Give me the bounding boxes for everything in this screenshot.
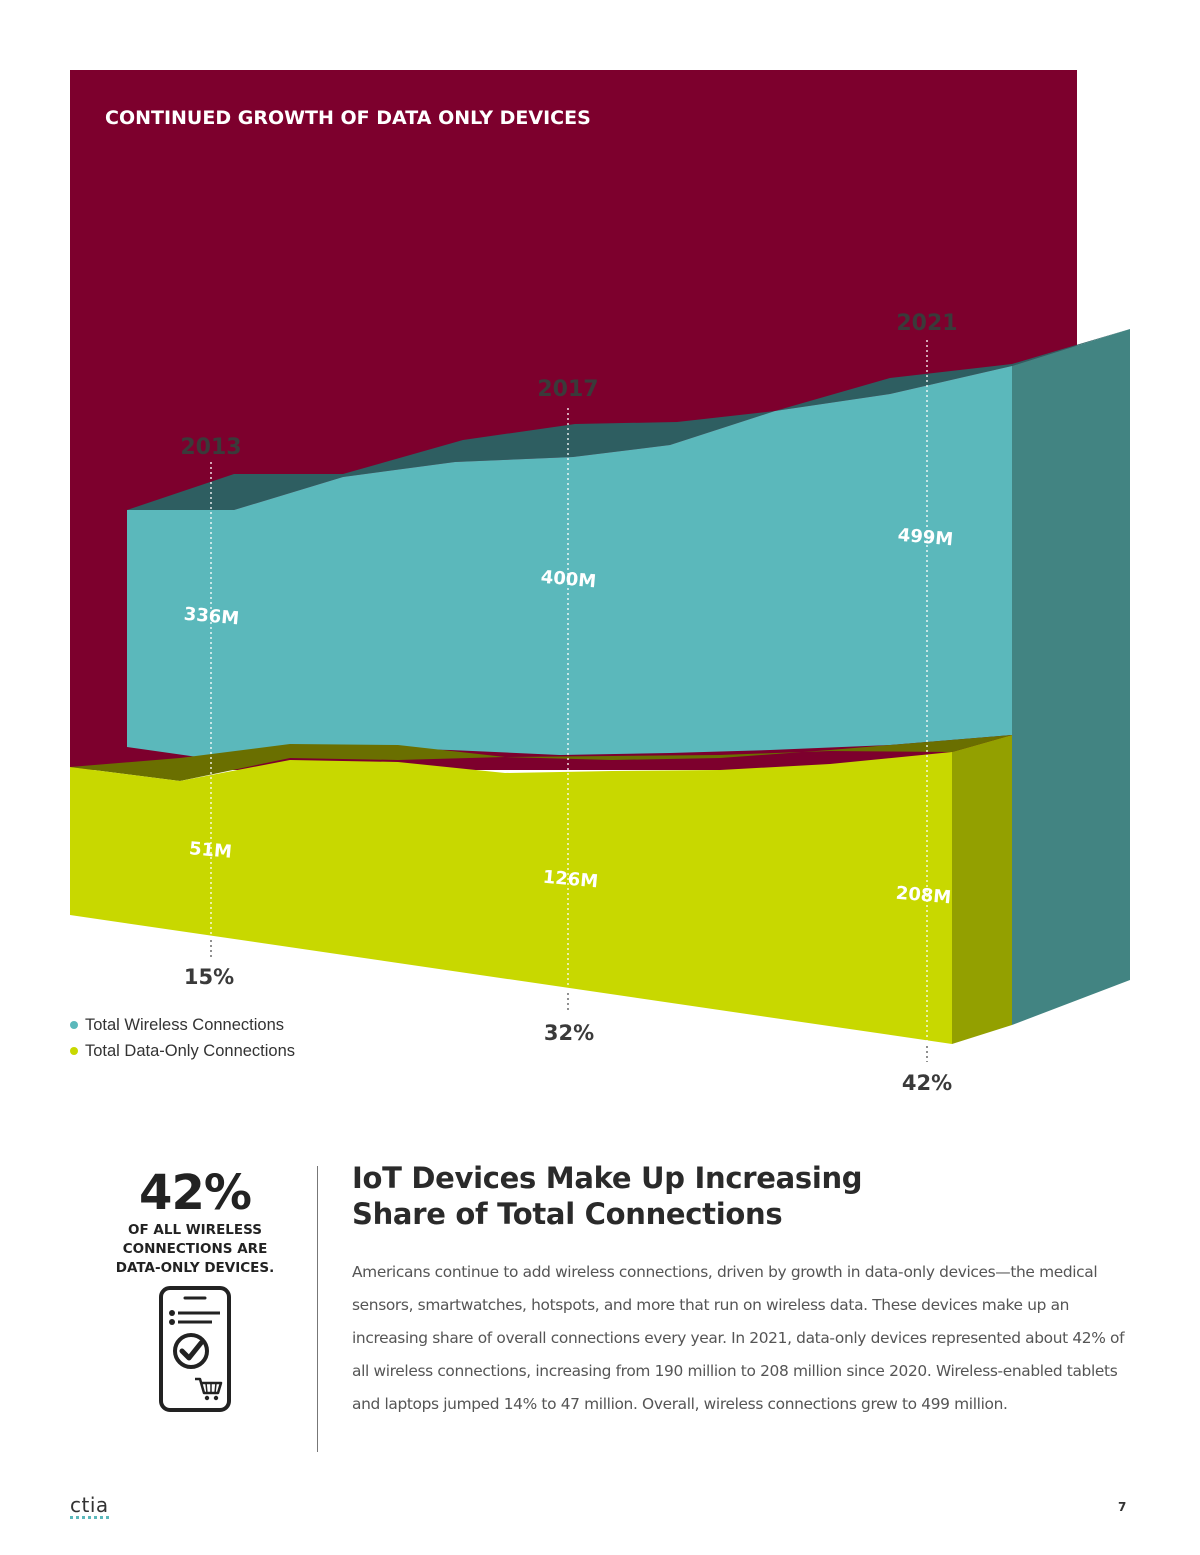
share-label-2017: 32% <box>544 1021 594 1045</box>
data-only-value-2013: 51M <box>188 838 233 863</box>
stat-callout: 42% OF ALL WIRELESS CONNECTIONS ARE DATA… <box>95 1165 295 1278</box>
wireless-side-face <box>1012 329 1130 1025</box>
stat-caption: OF ALL WIRELESS CONNECTIONS ARE DATA-ONL… <box>95 1221 295 1278</box>
phone-checkmark-cart-icon <box>159 1286 231 1412</box>
article-body: Americans continue to add wireless conne… <box>352 1263 1125 1413</box>
chart-title: CONTINUED GROWTH OF DATA ONLY DEVICES <box>105 107 591 129</box>
page-number: 7 <box>1118 1500 1127 1514</box>
legend-dot-wireless <box>70 1021 78 1029</box>
stat-caption-line: DATA-ONLY DEVICES. <box>115 1260 275 1276</box>
data-only-top-face <box>70 735 1012 781</box>
wireless-front-face <box>127 366 1012 763</box>
logo-dots <box>70 1516 112 1519</box>
year-label-2013: 2013 <box>180 435 241 460</box>
legend-item-data-only: Total Data-Only Connections <box>70 1038 295 1064</box>
stat-caption-line: CONNECTIONS ARE <box>122 1241 268 1257</box>
year-label-2017: 2017 <box>537 377 598 402</box>
legend-dot-data-only <box>70 1047 78 1055</box>
legend-item-wireless: Total Wireless Connections <box>70 1012 295 1038</box>
stat-caption-line: OF ALL WIRELESS <box>128 1222 262 1238</box>
wireless-value-2021: 499M <box>897 525 954 551</box>
data-only-front-face <box>70 752 952 1044</box>
share-label-2021: 42% <box>902 1071 952 1095</box>
data-only-side-face <box>952 735 1012 1044</box>
ctia-logo: ctia <box>70 1493 109 1517</box>
legend-label-wireless: Total Wireless Connections <box>85 1015 284 1034</box>
section-divider <box>317 1166 318 1452</box>
wireless-value-2017: 400M <box>540 567 597 593</box>
share-label-2013: 15% <box>184 965 234 989</box>
stat-value: 42% <box>139 1165 252 1221</box>
year-label-2021: 2021 <box>896 311 957 336</box>
data-only-value-2021: 208M <box>895 883 952 909</box>
data-only-value-2017: 126M <box>542 867 599 893</box>
article-headline: IoT Devices Make Up Increasing Share of … <box>352 1161 863 1231</box>
wireless-top-face <box>127 329 1130 510</box>
legend-label-data-only: Total Data-Only Connections <box>85 1041 296 1060</box>
chart-legend: Total Wireless Connections Total Data-On… <box>70 1012 295 1064</box>
wireless-value-2013: 336M <box>183 604 240 630</box>
data-only-devices-chart: CONTINUED GROWTH OF DATA ONLY DEVICES 20… <box>70 70 1130 1095</box>
article-section: IoT Devices Make Up Increasing Share of … <box>352 1160 1132 1421</box>
